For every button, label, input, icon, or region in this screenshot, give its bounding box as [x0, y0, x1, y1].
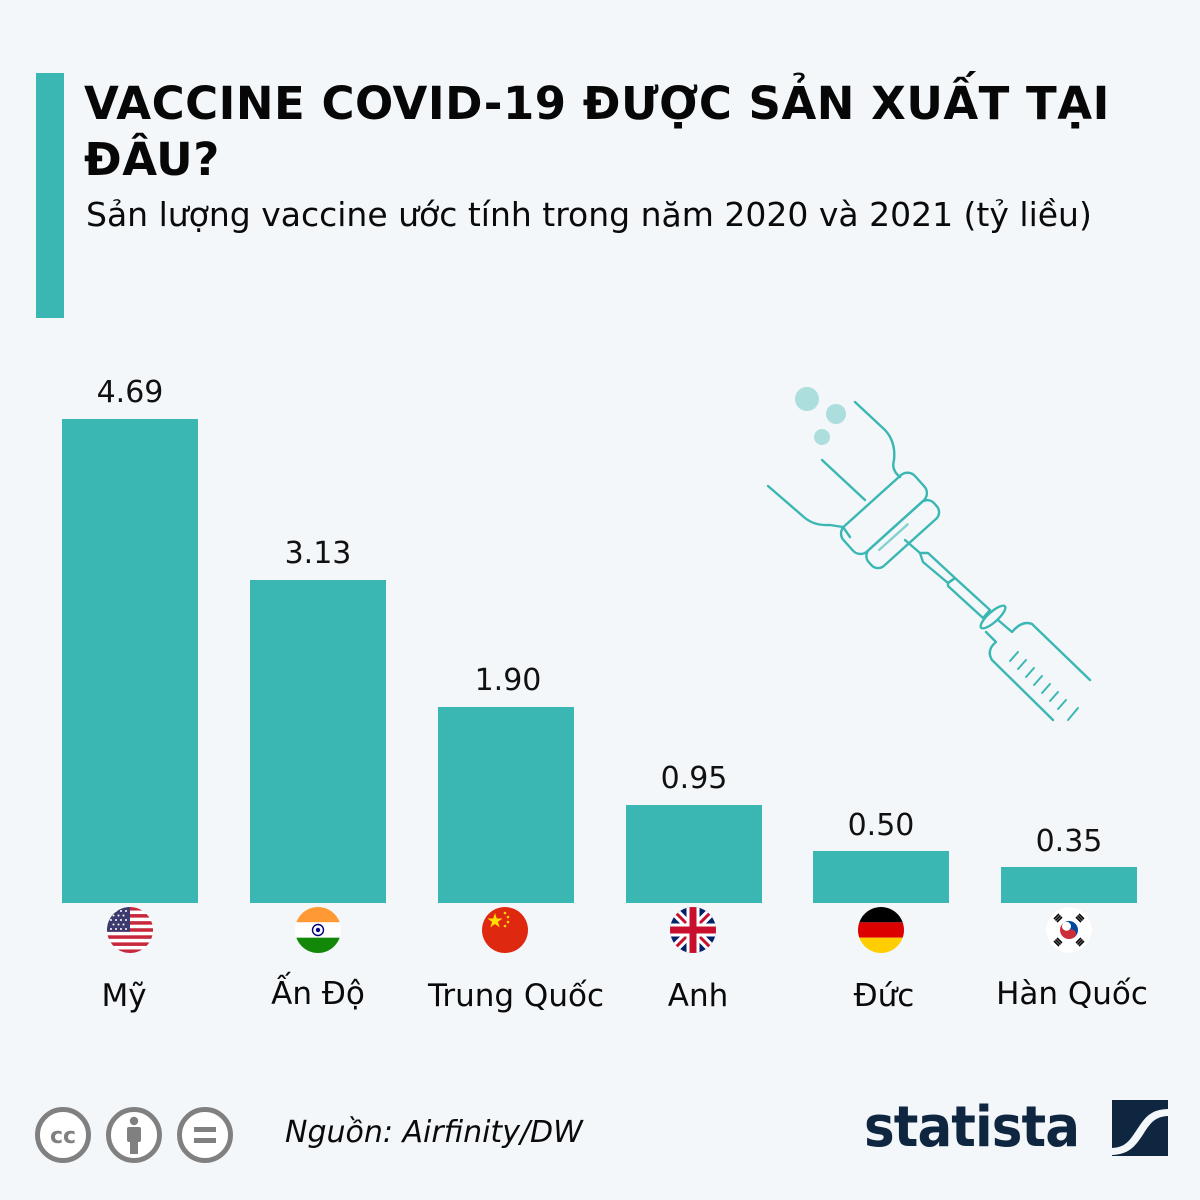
svg-text:cc: cc: [50, 1124, 76, 1149]
category-label: Mỹ: [101, 978, 147, 1014]
chart-title: VACCINE COVID-19 ĐƯỢC SẢN XUẤT TẠI ĐÂU?: [84, 77, 1110, 186]
bar-my: [62, 419, 198, 903]
cc-icon: cc: [35, 1107, 91, 1163]
india-flag-icon: [295, 907, 341, 953]
bar-value-label: 1.90: [474, 663, 542, 698]
category-label: Đức: [853, 978, 915, 1014]
chart-subtitle: Sản lượng vaccine ước tính trong năm 202…: [86, 195, 1092, 234]
bar-duc: [813, 851, 949, 903]
category-label: Ấn Độ: [271, 976, 365, 1012]
bar-anh: [626, 805, 762, 903]
bar-chart: 4.69 Mỹ 3.13: [62, 375, 1148, 1014]
no-derivatives-icon: [177, 1107, 233, 1163]
source-note: Nguồn: Airfinity/DW: [285, 1115, 583, 1150]
category-label: Trung Quốc: [427, 978, 604, 1014]
us-flag-icon: [107, 907, 153, 953]
uk-flag-icon: [670, 907, 716, 953]
category-label: Anh: [667, 978, 729, 1014]
bar-trung-quoc: [438, 707, 574, 903]
bar-value-label: 0.35: [1035, 824, 1103, 859]
bar-han-quoc: [1001, 867, 1137, 903]
bar-an-do: [250, 580, 386, 903]
statista-brand[interactable]: statista: [864, 1098, 1168, 1158]
vaccine-syringe-vial-icon: [750, 370, 1110, 730]
title-accent-bar: [36, 73, 64, 318]
south-korea-flag-icon: [1046, 907, 1092, 953]
license-icons: cc: [34, 1106, 234, 1164]
category-label: Hàn Quốc: [996, 976, 1148, 1012]
bar-value-label: 3.13: [284, 536, 352, 571]
attribution-icon: [106, 1107, 162, 1163]
statista-logo-icon: [1111, 1100, 1168, 1156]
bar-value-label: 0.95: [660, 761, 728, 796]
bar-value-label: 0.50: [847, 808, 915, 843]
china-flag-icon: [482, 907, 528, 953]
brand-name: statista: [864, 1095, 1080, 1160]
bar-value-label: 4.69: [96, 375, 164, 410]
germany-flag-icon: [858, 907, 904, 953]
